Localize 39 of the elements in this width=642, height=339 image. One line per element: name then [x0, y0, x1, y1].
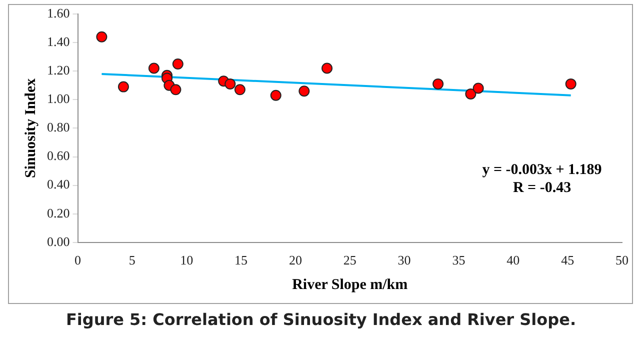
x-tick-label: 20	[288, 252, 302, 268]
y-tick-label: 1.40	[47, 34, 70, 49]
x-tick-label: 5	[128, 252, 136, 268]
y-tick-label: 0.80	[47, 120, 70, 135]
point	[322, 62, 333, 74]
point	[96, 31, 108, 42]
x-tick-label: 25	[343, 252, 356, 268]
point	[298, 86, 310, 97]
x-tick-label: 35	[452, 252, 466, 268]
text: Figure 5: Correlation of Sinuosity Index and River Slope.	[64, 310, 578, 329]
annotation: R = -0.43	[512, 180, 572, 196]
y-tick-label: 0.20	[47, 205, 70, 220]
annotation: y = -0.003x + 1.189	[482, 162, 602, 178]
y-tick-label: 1.20	[47, 62, 70, 78]
y-axis-title: Sinuosity Index	[22, 78, 39, 178]
y-tick-label: 0.60	[47, 148, 70, 164]
x-tick-label: 15	[234, 252, 248, 268]
point	[234, 84, 246, 96]
x-tick-label: 0	[74, 252, 81, 268]
x-tick-label: 45	[561, 252, 574, 268]
x-tick-label: 30	[398, 252, 411, 268]
point	[270, 90, 282, 101]
point	[472, 82, 484, 94]
point	[224, 78, 236, 90]
point	[118, 81, 129, 92]
point	[172, 58, 184, 70]
point	[565, 78, 576, 90]
y-tick-label: 0.00	[47, 234, 70, 249]
point	[170, 84, 182, 96]
x-tick-label: 10	[180, 252, 194, 268]
point	[465, 88, 476, 100]
x-axis-title: River Slope m/km	[292, 276, 408, 293]
point	[432, 78, 444, 90]
y-tick-label: 1.60	[47, 5, 70, 20]
point	[148, 62, 160, 74]
y-tick-label: 1.00	[47, 91, 70, 106]
y-tick-label: 0.40	[47, 176, 70, 192]
x-tick-label: 50	[616, 252, 628, 268]
x-tick-label: 40	[506, 252, 520, 268]
